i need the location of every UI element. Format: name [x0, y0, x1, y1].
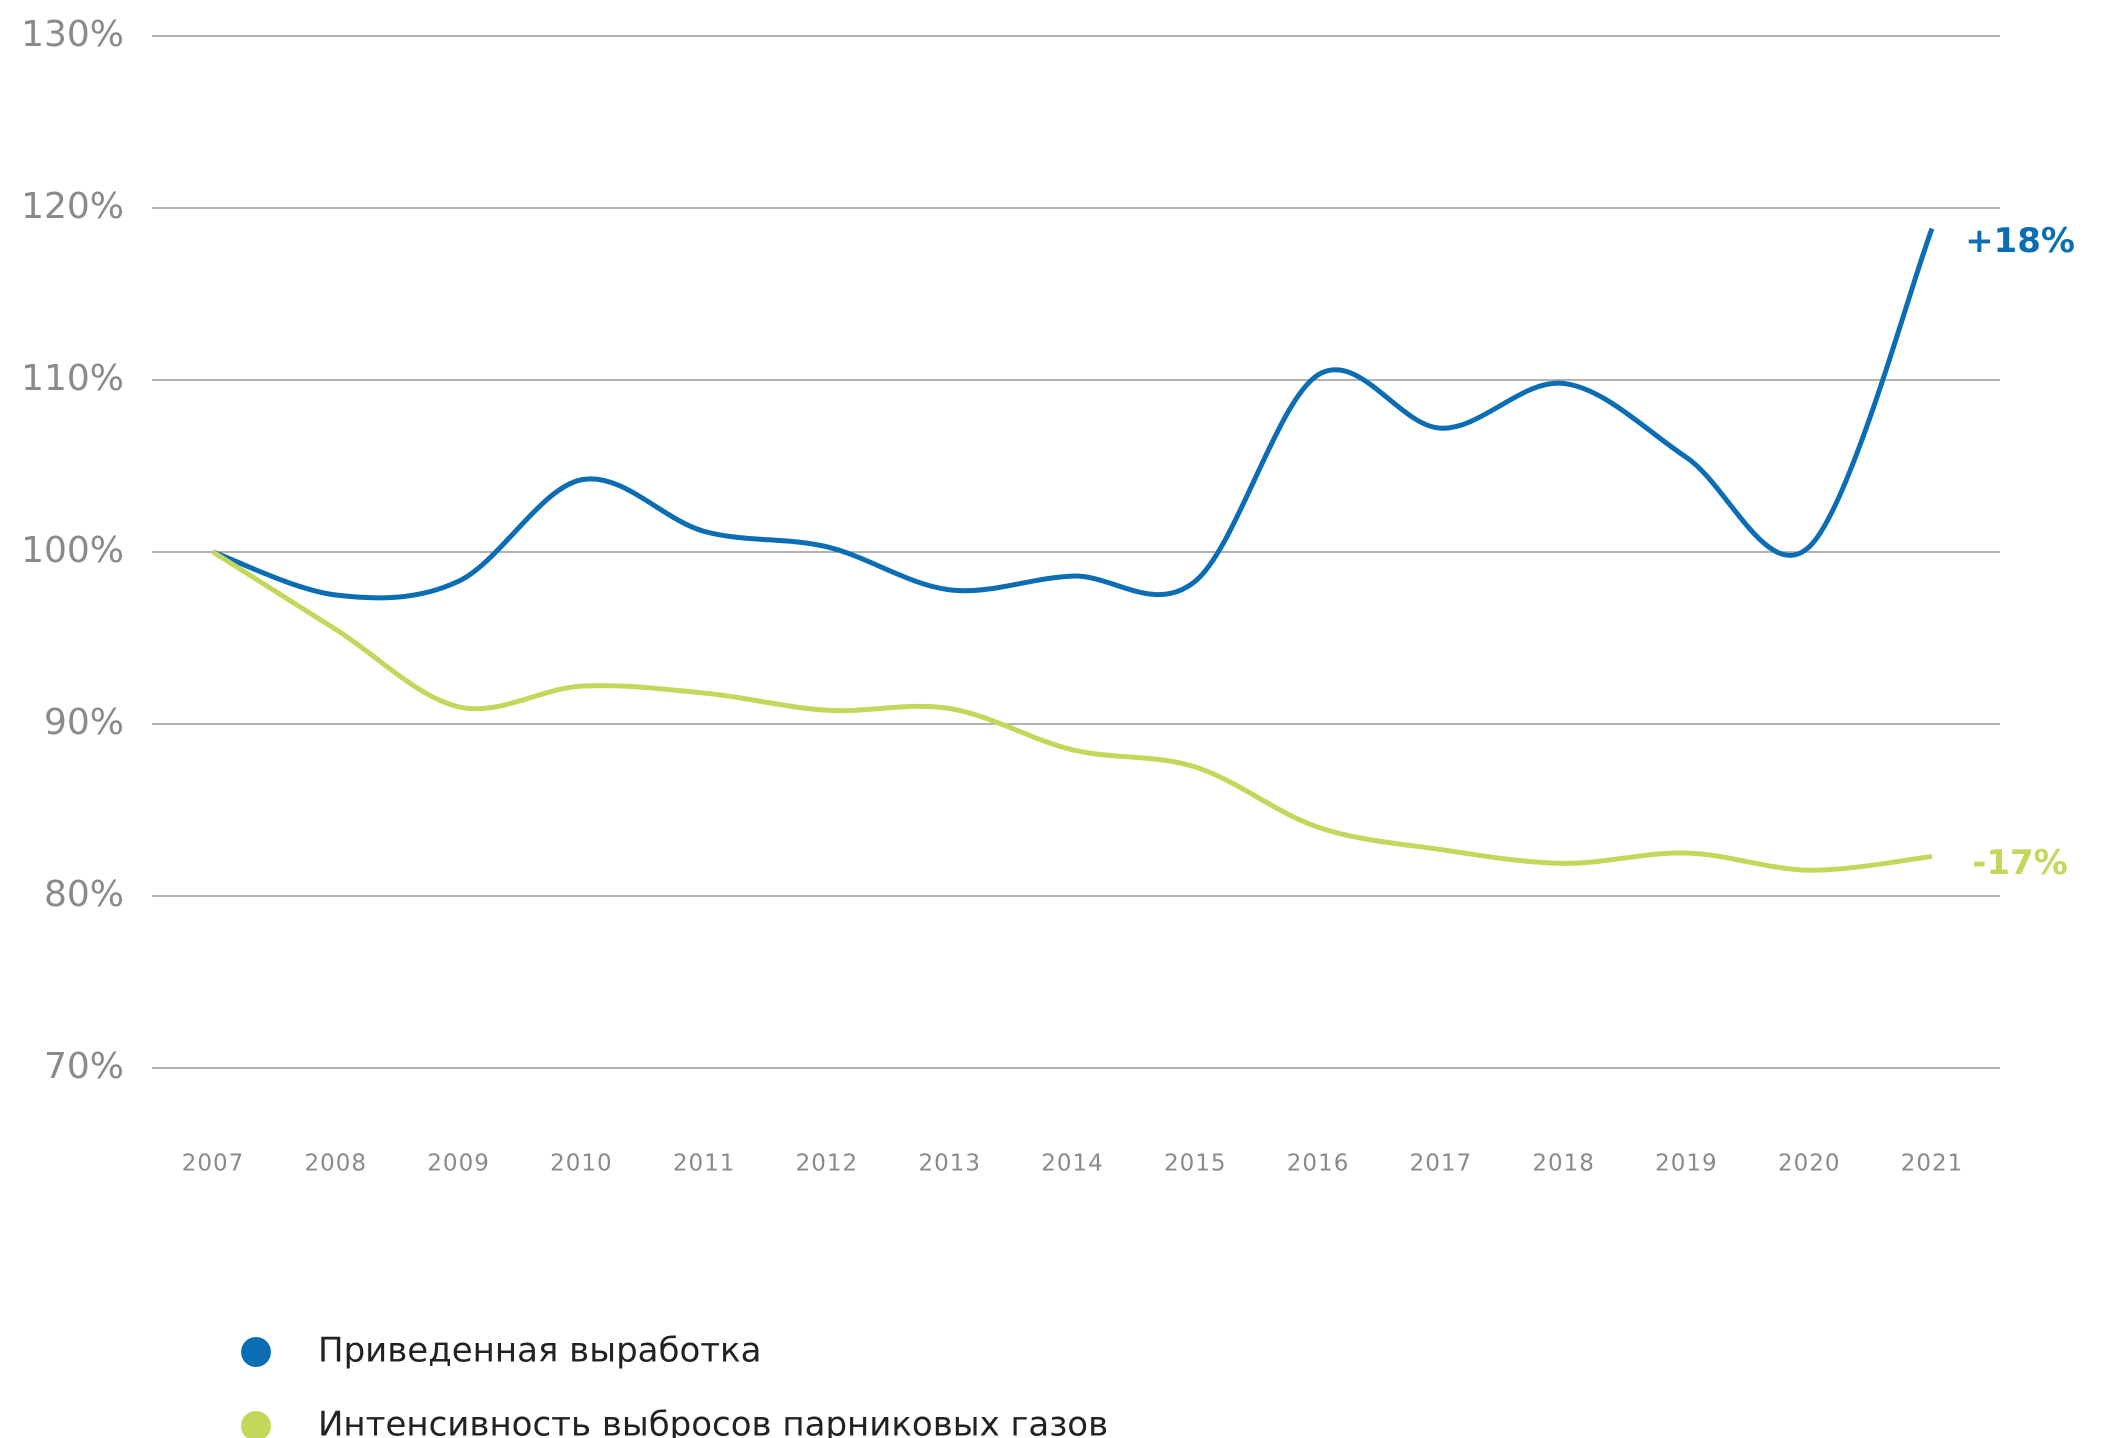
series-line	[211, 549, 1933, 873]
x-tick-label: 2011	[673, 1151, 736, 1177]
x-tick-label: 2016	[1287, 1151, 1350, 1177]
legend-label: Интенсивность выбросов парниковых газов	[318, 1405, 1108, 1438]
x-tick-label: 2012	[796, 1151, 859, 1177]
y-tick-label: 80%	[44, 874, 124, 915]
x-tick-label: 2019	[1655, 1151, 1718, 1177]
y-tick-label: 120%	[21, 186, 124, 227]
x-tick-label: 2008	[305, 1151, 368, 1177]
x-tick-label: 2020	[1778, 1151, 1841, 1177]
end-annotation: -17%	[1972, 843, 2068, 883]
y-tick-label: 100%	[21, 530, 124, 571]
x-tick-label: 2009	[427, 1151, 490, 1177]
x-tick-label: 2013	[918, 1151, 981, 1177]
x-tick-label: 2007	[182, 1151, 245, 1177]
y-tick-label: 90%	[44, 702, 124, 743]
x-tick-label: 2014	[1041, 1151, 1104, 1177]
x-tick-label: 2017	[1410, 1151, 1473, 1177]
end-annotation: +18%	[1965, 221, 2075, 261]
y-tick-label: 110%	[21, 358, 124, 399]
x-tick-label: 2021	[1901, 1151, 1964, 1177]
x-tick-label: 2018	[1532, 1151, 1595, 1177]
y-tick-label: 130%	[21, 14, 124, 55]
series-line	[212, 227, 1935, 601]
legend-label: Приведенная выработка	[318, 1331, 761, 1371]
x-tick-label: 2015	[1164, 1151, 1227, 1177]
legend-marker	[241, 1411, 271, 1438]
y-tick-label: 70%	[44, 1046, 124, 1087]
x-tick-label: 2010	[550, 1151, 613, 1177]
legend-marker	[241, 1337, 271, 1367]
